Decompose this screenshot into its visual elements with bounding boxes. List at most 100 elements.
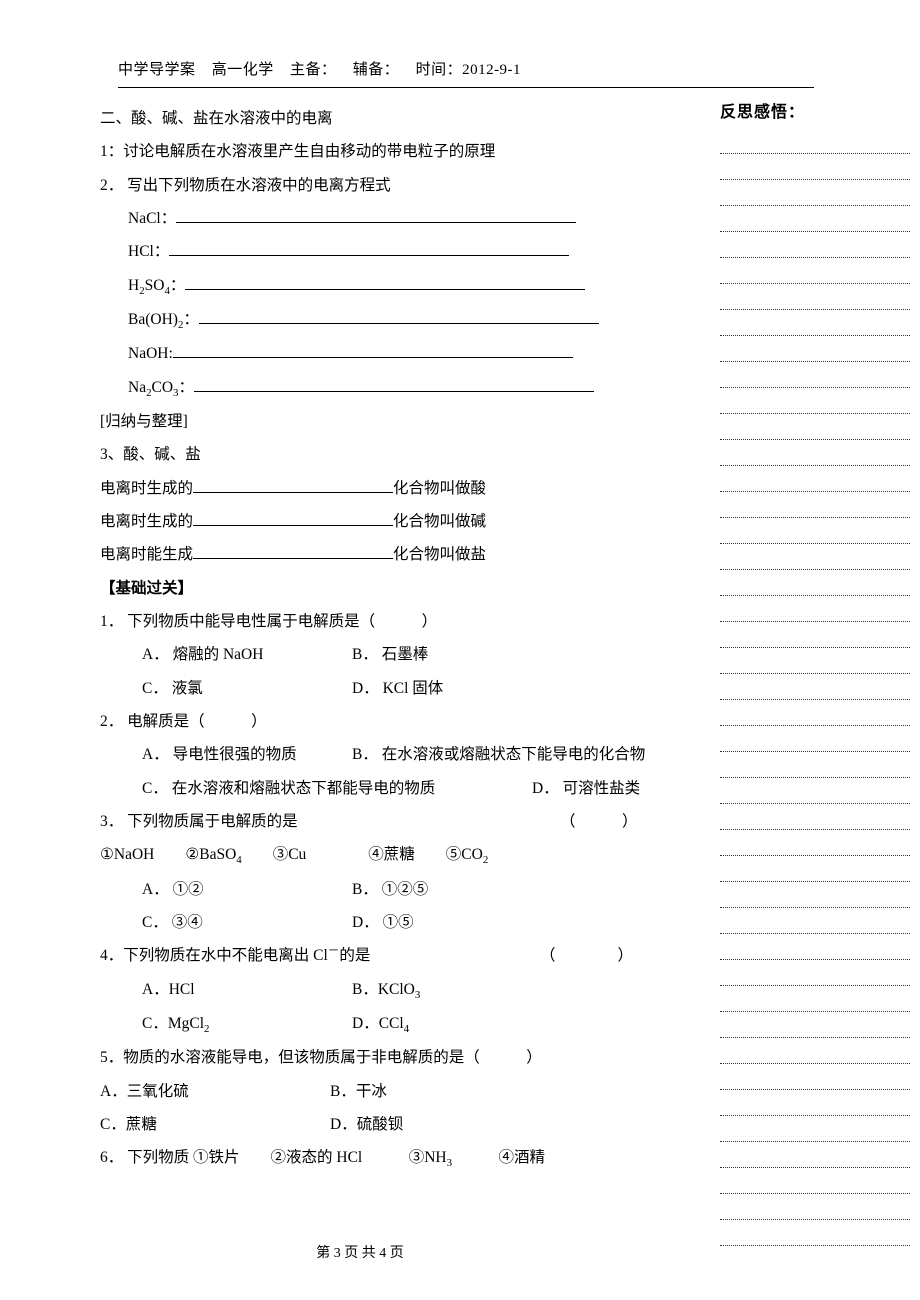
q2-row1: A． 导电性很强的物质 B． 在水溶液或熔融状态下能导电的化合物 bbox=[100, 738, 660, 771]
note-line[interactable] bbox=[720, 128, 910, 154]
q4-d-sub: 4 bbox=[404, 1023, 409, 1035]
note-line[interactable] bbox=[720, 1038, 910, 1064]
section2-item1: 1：讨论电解质在水溶液里产生自由移动的带电粒子的原理 bbox=[100, 135, 660, 168]
main-content: 二、酸、碱、盐在水溶液中的电离 1：讨论电解质在水溶液里产生自由移动的带电粒子的… bbox=[100, 102, 660, 1176]
note-line[interactable] bbox=[720, 466, 910, 492]
note-line[interactable] bbox=[720, 154, 910, 180]
note-line[interactable] bbox=[720, 1142, 910, 1168]
note-line[interactable] bbox=[720, 284, 910, 310]
note-line[interactable] bbox=[720, 1168, 910, 1194]
formula-label: Ba(OH)2： bbox=[128, 311, 199, 328]
formula-blank[interactable] bbox=[173, 341, 573, 358]
note-line[interactable] bbox=[720, 180, 910, 206]
formula-row: H2SO4： bbox=[100, 269, 660, 303]
note-line[interactable] bbox=[720, 492, 910, 518]
note-line[interactable] bbox=[720, 1012, 910, 1038]
q5-row1: A．三氧化硫 B．干冰 bbox=[100, 1075, 660, 1108]
formula-blank[interactable] bbox=[185, 273, 585, 290]
note-line[interactable] bbox=[720, 908, 910, 934]
note-line[interactable] bbox=[720, 232, 910, 258]
q5-opt-d: D．硫酸钡 bbox=[330, 1108, 403, 1141]
note-line[interactable] bbox=[720, 258, 910, 284]
note-line[interactable] bbox=[720, 752, 910, 778]
q5-stem: 5．物质的水溶液能导电，但该物质属于非电解质的是（ ） bbox=[100, 1041, 660, 1074]
blank-acid[interactable] bbox=[193, 476, 393, 493]
note-line[interactable] bbox=[720, 1116, 910, 1142]
note-line[interactable] bbox=[720, 830, 910, 856]
q2-opt-d: D． 可溶性盐类 bbox=[532, 772, 640, 805]
note-line[interactable] bbox=[720, 622, 910, 648]
formula-label: NaCl： bbox=[128, 210, 176, 227]
formula-row: Na2CO3： bbox=[100, 371, 660, 405]
note-line[interactable] bbox=[720, 440, 910, 466]
note-line[interactable] bbox=[720, 778, 910, 804]
note-line[interactable] bbox=[720, 310, 910, 336]
q3-opt-d: D． ①⑤ bbox=[352, 906, 414, 939]
sidebar-title: 反思感悟： bbox=[720, 98, 910, 122]
note-line[interactable] bbox=[720, 882, 910, 908]
note-line[interactable] bbox=[720, 648, 910, 674]
def-suffix-acid: 化合物叫做酸 bbox=[393, 480, 486, 497]
q4-b-sub: 3 bbox=[415, 989, 420, 1001]
formula-blank[interactable] bbox=[176, 206, 576, 223]
q3-choices-line: ①NaOH ②BaSO4 ③Cu ④蔗糖 ⑤CO2 bbox=[100, 838, 660, 872]
note-line[interactable] bbox=[720, 960, 910, 986]
q6-stem: 6． 下列物质 ①铁片 ②液态的 HCl ③NH3 ④酒精 bbox=[100, 1141, 660, 1175]
note-line[interactable] bbox=[720, 596, 910, 622]
q4-stem: 4．下列物质在水中不能电离出 Cl－的是 bbox=[100, 939, 540, 972]
q3-stem-row: 3． 下列物质属于电解质的是 （ ） bbox=[100, 805, 660, 838]
q4-opt-d: D．CCl4 bbox=[352, 1007, 409, 1041]
blank-base[interactable] bbox=[193, 509, 393, 526]
q2-row2: C． 在水溶液和熔融状态下都能导电的物质 D． 可溶性盐类 bbox=[100, 772, 660, 805]
q4-opt-c: C．MgCl2 bbox=[142, 1007, 352, 1041]
note-line[interactable] bbox=[720, 1090, 910, 1116]
formula-row: HCl： bbox=[100, 235, 660, 268]
note-line[interactable] bbox=[720, 388, 910, 414]
formula-row: Ba(OH)2： bbox=[100, 303, 660, 337]
note-line[interactable] bbox=[720, 1194, 910, 1220]
note-line[interactable] bbox=[720, 544, 910, 570]
note-line[interactable] bbox=[720, 1220, 910, 1246]
def-prefix: 电离时生成的 bbox=[100, 480, 193, 497]
note-line[interactable] bbox=[720, 206, 910, 232]
note-line[interactable] bbox=[720, 570, 910, 596]
q1-opt-d: D． KCl 固体 bbox=[352, 672, 443, 705]
note-line[interactable] bbox=[720, 674, 910, 700]
note-line[interactable] bbox=[720, 934, 910, 960]
note-line[interactable] bbox=[720, 856, 910, 882]
note-line[interactable] bbox=[720, 986, 910, 1012]
q3-stem-a: 3． 下列物质属于电解质的是 bbox=[100, 805, 560, 838]
formula-blank[interactable] bbox=[194, 375, 594, 392]
q2-opt-c: C． 在水溶液和熔融状态下都能导电的物质 bbox=[142, 772, 532, 805]
q3-stem-b: （ ） bbox=[560, 805, 638, 838]
q4-stem-row: 4．下列物质在水中不能电离出 Cl－的是 （ ） bbox=[100, 939, 660, 972]
formula-row: NaOH: bbox=[100, 337, 660, 370]
q3-choices-prefix: ①NaOH ②BaSO bbox=[100, 846, 236, 863]
formula-blank[interactable] bbox=[169, 239, 569, 256]
def-base: 电离时生成的化合物叫做碱 bbox=[100, 505, 660, 538]
q1-opt-b: B． 石墨棒 bbox=[352, 638, 428, 671]
q6-stem-a: 6． 下列物质 ①铁片 ②液态的 HCl ③NH bbox=[100, 1149, 447, 1166]
note-line[interactable] bbox=[720, 414, 910, 440]
q3-opt-a: A． ①② bbox=[142, 873, 352, 906]
note-line[interactable] bbox=[720, 700, 910, 726]
note-line[interactable] bbox=[720, 804, 910, 830]
formula-label: H2SO4： bbox=[128, 277, 185, 294]
q3-choices-rest: ③Cu ④蔗糖 ⑤CO bbox=[242, 846, 483, 863]
blank-salt[interactable] bbox=[193, 542, 393, 559]
q4-row2: C．MgCl2 D．CCl4 bbox=[100, 1007, 660, 1041]
header-school: 中学导学案 bbox=[118, 62, 196, 78]
note-line[interactable] bbox=[720, 518, 910, 544]
note-line[interactable] bbox=[720, 336, 910, 362]
q4-stem-b: 的是 bbox=[339, 947, 370, 964]
def-prefix-b: 电离时能生成 bbox=[100, 546, 193, 563]
q4-b-pre: B．KClO bbox=[352, 981, 415, 998]
formula-blank[interactable] bbox=[199, 307, 599, 324]
note-line[interactable] bbox=[720, 1064, 910, 1090]
note-line[interactable] bbox=[720, 726, 910, 752]
def-salt: 电离时能生成 化合物叫做盐 bbox=[100, 538, 660, 571]
note-line[interactable] bbox=[720, 362, 910, 388]
section2-item3: 3、酸、碱、盐 bbox=[100, 438, 660, 471]
q3-row2: C． ③④ D． ①⑤ bbox=[100, 906, 660, 939]
def-suffix-salt: 化合物叫做盐 bbox=[393, 546, 486, 563]
